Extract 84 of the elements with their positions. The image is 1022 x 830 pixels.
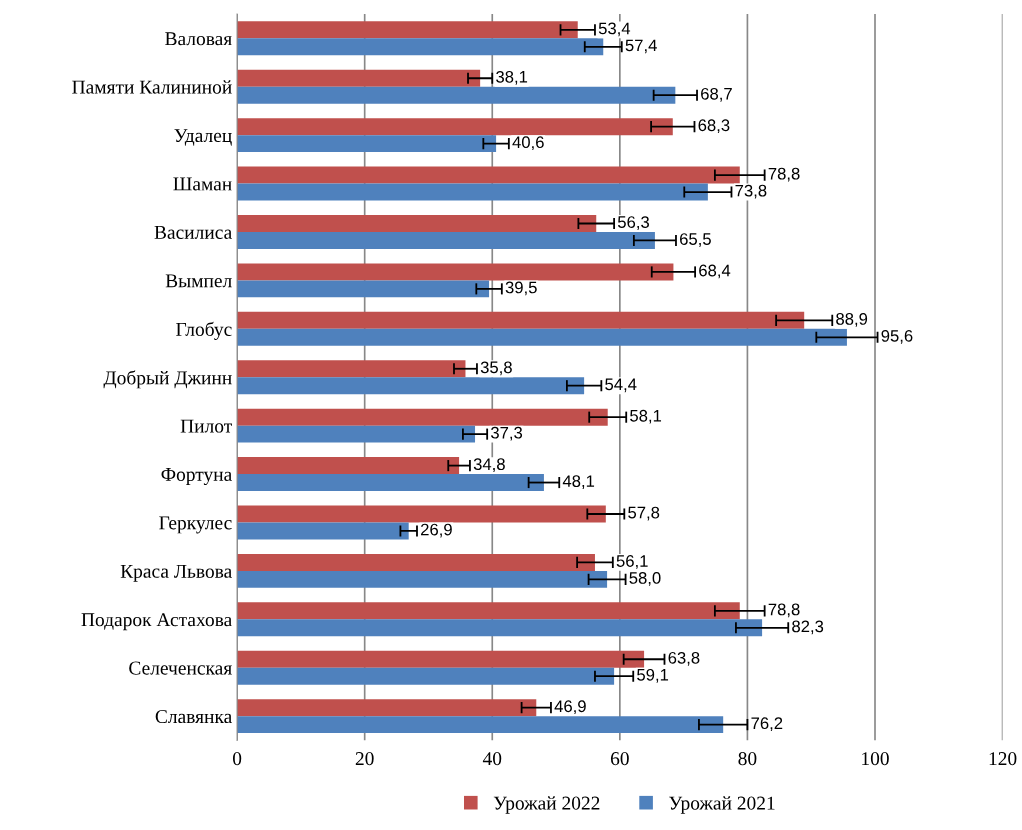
bar <box>237 328 847 346</box>
bar <box>237 553 595 571</box>
data-label: 63,8 <box>668 651 700 666</box>
bar <box>237 619 763 637</box>
x-tick-label: 100 <box>862 752 889 766</box>
bar <box>237 602 740 620</box>
bar <box>237 86 676 104</box>
bar <box>237 231 655 249</box>
data-label: 40,6 <box>512 136 544 151</box>
bar <box>237 474 544 492</box>
data-label: 53,4 <box>598 22 631 37</box>
y-tick-label: Удалец <box>174 129 232 146</box>
x-tick-label: 80 <box>738 752 757 766</box>
bar <box>237 263 674 281</box>
data-label: 68,3 <box>698 119 730 134</box>
bar <box>237 570 608 588</box>
y-tick-label: Фортуна <box>161 468 232 485</box>
bar <box>237 38 604 56</box>
bar <box>237 135 497 153</box>
legend-label: Урожай 2021 <box>669 796 775 814</box>
bar <box>237 522 409 540</box>
data-label: 88,9 <box>836 313 868 327</box>
bar <box>237 505 606 523</box>
y-tick-label: Василиса <box>154 226 232 239</box>
bar <box>237 21 578 39</box>
data-label: 68,7 <box>701 87 732 102</box>
bar <box>237 69 481 87</box>
data-label: 68,4 <box>699 264 731 279</box>
data-label: 76,2 <box>751 717 783 732</box>
bar <box>237 215 597 232</box>
data-label: 46,9 <box>554 700 586 715</box>
data-label: 39,5 <box>505 281 537 296</box>
data-label: 57,8 <box>628 506 660 521</box>
y-tick-label: Шаман <box>173 177 232 191</box>
bar <box>237 280 490 298</box>
data-label: 35,8 <box>480 361 512 376</box>
y-tick-label: Вымпел <box>165 274 232 288</box>
legend-label: Урожай 2022 <box>493 796 600 814</box>
bar <box>237 183 708 201</box>
y-tick-label: Памяти Калининой <box>72 80 232 94</box>
data-label: 48,1 <box>562 475 595 489</box>
x-tick-label: 60 <box>610 752 629 766</box>
bar <box>237 118 673 136</box>
y-tick-label: Краса Львова <box>120 564 232 582</box>
data-label: 57,4 <box>625 39 657 54</box>
bar <box>237 650 645 668</box>
y-tick-label: Пилот <box>180 419 232 433</box>
data-label: 56,1 <box>616 555 648 569</box>
data-label: 34,8 <box>473 458 505 473</box>
data-label: 56,3 <box>617 216 649 230</box>
data-label: 59,1 <box>637 668 669 683</box>
y-tick-label: Славянка <box>155 710 232 724</box>
data-label: 73,8 <box>735 184 767 199</box>
data-label: 26,9 <box>421 523 452 538</box>
data-label: 37,3 <box>490 426 523 441</box>
data-label: 78,8 <box>768 167 800 182</box>
bar <box>237 457 460 475</box>
y-tick-label: Геркулес <box>159 516 232 534</box>
y-tick-label: Добрый Джинн <box>103 370 232 389</box>
bar <box>237 408 608 426</box>
x-tick-label: 0 <box>232 752 242 766</box>
data-label: 78,8 <box>768 603 800 618</box>
data-label: 54,4 <box>605 378 637 393</box>
data-label: 82,3 <box>792 620 824 635</box>
bar <box>237 311 805 329</box>
bar <box>237 377 585 395</box>
y-tick-label: Глобус <box>176 321 232 340</box>
data-label: 58,0 <box>629 572 661 586</box>
data-label: 38,1 <box>496 70 528 85</box>
bar <box>237 166 740 184</box>
y-tick-label: Подарок Астахова <box>81 613 232 631</box>
bar <box>237 716 724 734</box>
x-tick-label: 20 <box>355 752 374 766</box>
bar <box>237 667 615 685</box>
data-label: 65,5 <box>680 233 711 247</box>
data-label: 95,6 <box>881 329 913 344</box>
x-tick-label: 120 <box>989 752 1017 766</box>
y-tick-label: Валовая <box>165 32 232 46</box>
x-tick-label: 40 <box>482 752 502 766</box>
bar <box>237 425 476 443</box>
data-label: 58,1 <box>630 409 662 424</box>
bar <box>237 360 466 378</box>
y-tick-label: Селеченская <box>129 661 232 675</box>
bar <box>237 699 537 717</box>
